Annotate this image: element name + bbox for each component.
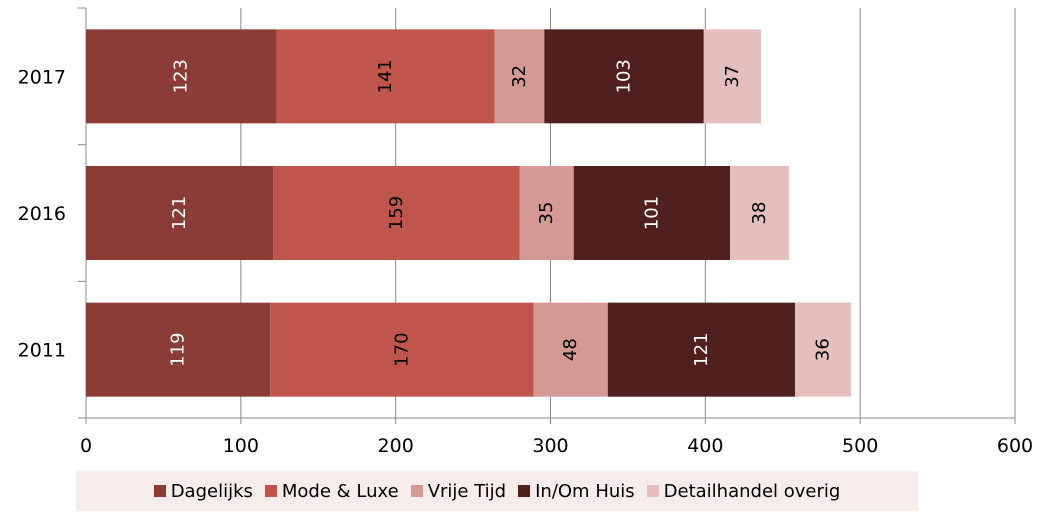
legend-item: In/Om Huis	[518, 481, 635, 502]
legend-item: Vrije Tijd	[410, 480, 507, 502]
data-label-2011-0: 119	[168, 332, 189, 366]
legend: Dagelijks Mode & Luxe Vrije Tijd In/Om Huis…	[76, 471, 918, 511]
legend-item: Mode & Luxe	[264, 480, 399, 502]
bar-2016-vrije-tijd	[519, 166, 574, 260]
bar-2011-detailhandel-overig	[795, 302, 851, 397]
data-label-2017-0: 123	[171, 59, 192, 93]
bar-2016-in-om-huis	[573, 166, 731, 260]
legend-swatch	[646, 485, 659, 497]
y-tick-label-2017: 2017	[18, 66, 66, 88]
legend-swatch	[153, 485, 166, 497]
bars: 123 141 32 103 37 121 159 35 101 38 119 170 48 121 36	[86, 29, 851, 397]
bar-2011-dagelijks	[86, 302, 271, 397]
data-label-2011-1: 170	[391, 332, 412, 366]
data-label-2017-3: 103	[614, 59, 635, 93]
legend-item: Dagelijks	[153, 480, 253, 502]
legend-label: In/Om Huis	[535, 480, 635, 502]
x-tick-label-300: 300	[532, 435, 568, 457]
data-label-2017-2: 32	[509, 65, 530, 88]
x-tick-label-400: 400	[687, 435, 723, 457]
data-label-2011-2: 48	[560, 338, 581, 361]
data-label-2017-1: 141	[375, 59, 396, 93]
x-tick-label-0: 0	[80, 435, 92, 457]
legend-label: Mode & Luxe	[281, 480, 399, 502]
y-tick-label-2011: 2011	[18, 340, 66, 362]
bar-2011-mode-luxe	[270, 302, 534, 397]
bar-2011-in-om-huis	[607, 302, 796, 397]
y-tick-label-2016: 2016	[18, 203, 66, 225]
legend-label: Dagelijks	[170, 480, 253, 502]
legend-swatch	[518, 485, 531, 497]
x-tick-label-600: 600	[997, 435, 1033, 457]
bar-2016-detailhandel-overig	[730, 166, 789, 260]
tick-labels: 0 100 200 300 400 500 600 2017 2016 2011	[18, 66, 1033, 457]
data-label-2017-4: 37	[722, 65, 743, 88]
bar-2017-in-om-huis	[544, 29, 704, 124]
x-tick-label-100: 100	[223, 435, 259, 457]
legend-item: Detailhandel overig	[646, 480, 841, 502]
x-tick-label-500: 500	[842, 435, 878, 457]
x-tick-label-200: 200	[378, 435, 414, 457]
legend-label: Vrije Tijd	[427, 480, 507, 502]
data-label-2016-0: 121	[169, 196, 190, 230]
data-label-2016-4: 38	[749, 202, 770, 225]
legend-label: Detailhandel overig	[663, 480, 841, 502]
legend-swatch	[410, 485, 423, 497]
data-label-2016-2: 35	[536, 202, 557, 225]
data-label-2011-4: 36	[813, 338, 834, 361]
bar-2017-dagelijks	[86, 29, 277, 124]
bar-2016-dagelijks	[86, 166, 274, 260]
data-label-2016-3: 101	[641, 196, 662, 230]
data-label-2011-3: 121	[691, 332, 712, 366]
legend-swatch	[264, 485, 277, 497]
bar-2017-vrije-tijd	[494, 29, 545, 124]
data-label-2016-1: 159	[386, 196, 407, 230]
bar-2011-vrije-tijd	[533, 302, 608, 397]
bar-2017-detailhandel-overig	[703, 29, 762, 124]
bar-2017-mode-luxe	[276, 29, 495, 124]
bar-2016-mode-luxe	[273, 166, 520, 260]
